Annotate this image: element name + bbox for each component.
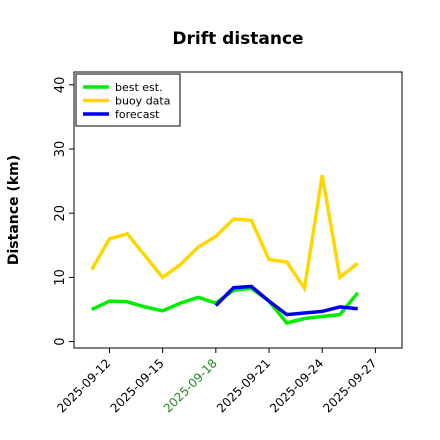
legend-label: best est. — [115, 81, 163, 94]
x-tick-label: 2025-09-15 — [108, 356, 167, 415]
y-tick-label: 0 — [53, 337, 68, 345]
series-line-forecast — [214, 284, 358, 317]
y-tick-label: 40 — [53, 77, 68, 94]
legend-label: forecast — [115, 108, 160, 121]
y-axis-label: Distance (km) — [6, 155, 22, 265]
chart-title: Drift distance — [172, 29, 303, 49]
plot-frame — [73, 71, 403, 349]
x-tick-label: 2025-09-21 — [214, 356, 273, 415]
plot-area: 0102030402025-09-122025-09-152025-09-182… — [53, 71, 403, 415]
series-line-buoy-data — [90, 175, 359, 293]
y-tick-label: 20 — [53, 205, 68, 222]
x-tick-label: 2025-09-12 — [54, 356, 113, 415]
y-tick-label: 30 — [53, 141, 68, 158]
series-line-best-est — [90, 286, 360, 325]
legend-label: buoy data — [115, 95, 170, 108]
x-tick-label: 2025-09-27 — [320, 356, 379, 415]
x-tick-label: 2025-09-24 — [267, 356, 326, 415]
x-tick-label: 2025-09-18 — [161, 356, 220, 415]
y-tick-label: 10 — [53, 269, 68, 286]
